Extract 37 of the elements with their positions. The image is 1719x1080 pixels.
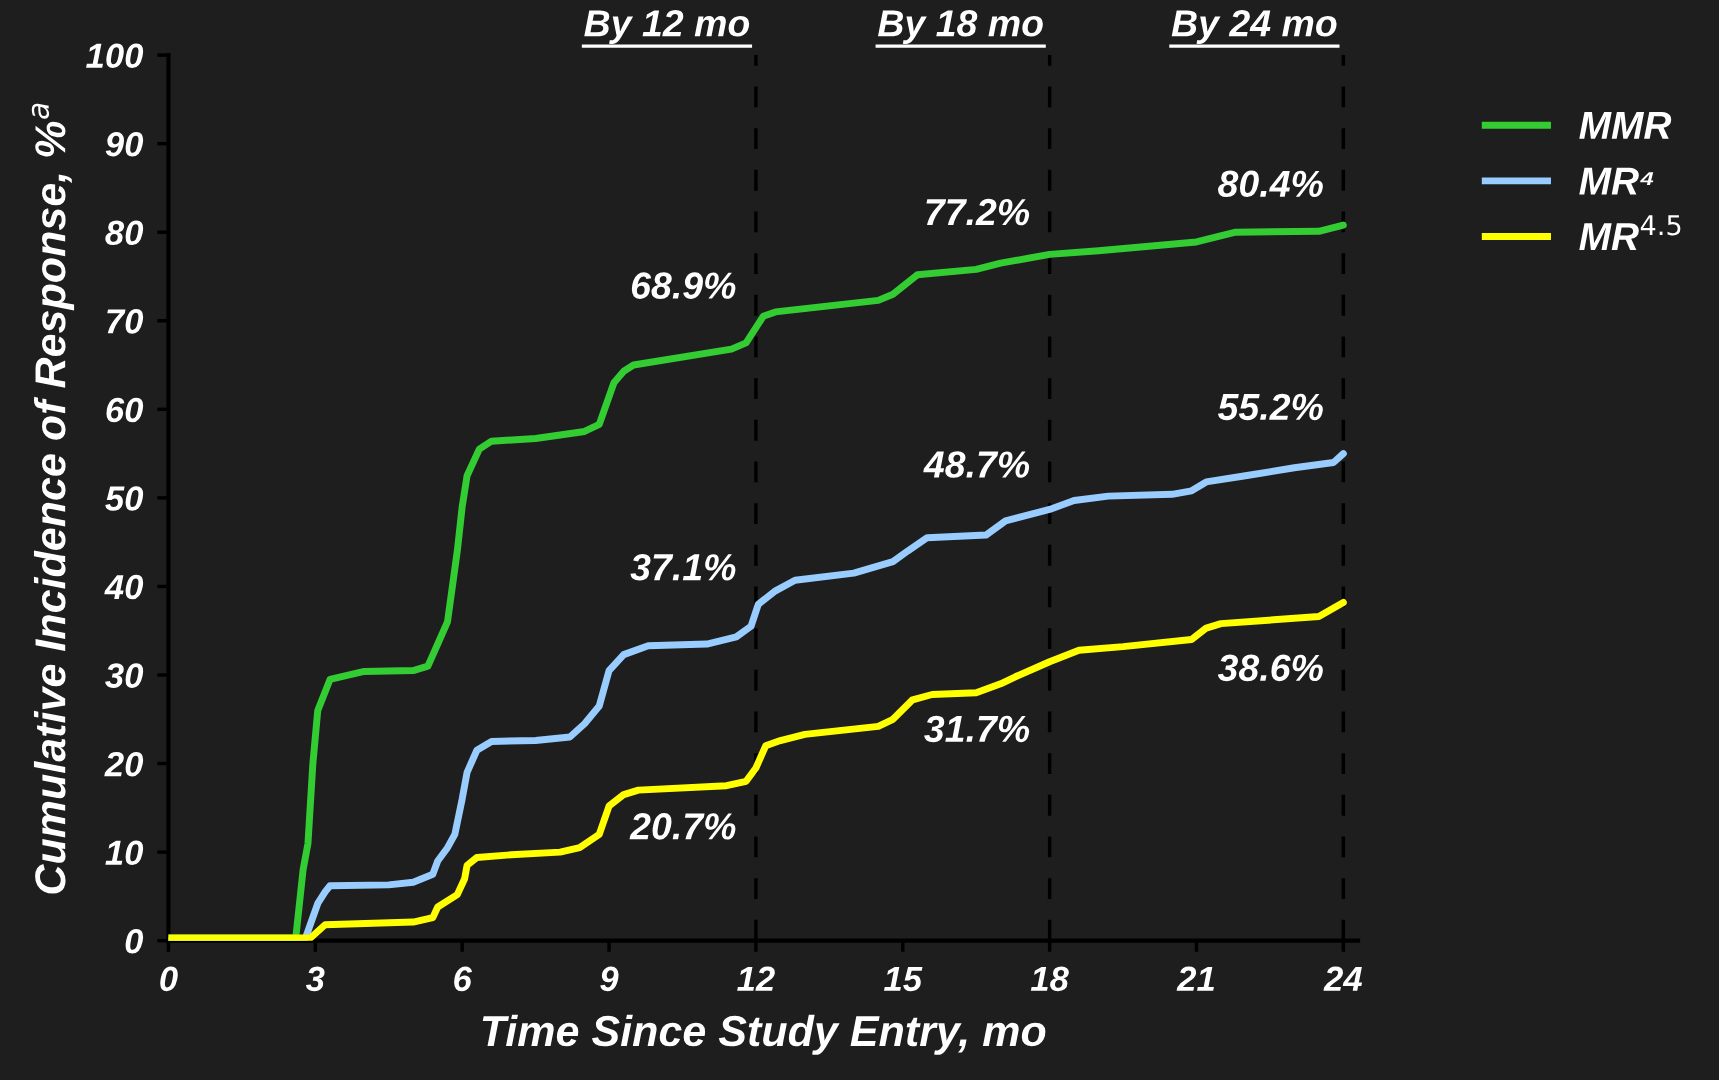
annotation: 31.7% (924, 715, 1030, 743)
ref-line-label: By 18 mo (877, 10, 1043, 44)
y-tick-label: 0 (125, 929, 144, 954)
x-tick-label: 3 (305, 966, 325, 992)
legend-label: MR⁴ (1579, 167, 1654, 195)
y-tick-label: 60 (106, 397, 144, 423)
y-axis-title: Cumulative Incidence of Response, %$^{a}$ (31, 103, 75, 894)
x-tick-label: 0 (160, 966, 178, 992)
annotation: 55.2% (1217, 393, 1323, 421)
y-tick-label: 100 (86, 43, 144, 68)
x-tick-label: 9 (600, 966, 619, 992)
y-tick-label: 20 (104, 751, 144, 777)
ref-line-label: By 24 mo (1171, 10, 1337, 44)
x-tick-label: 18 (1030, 966, 1069, 992)
x-tick-label: 24 (1323, 966, 1363, 991)
x-axis-title: Time Since Study Entry, mo (482, 1014, 1046, 1055)
annotation: 80.4% (1218, 170, 1323, 198)
y-tick-label: 50 (105, 486, 144, 511)
annotation: 48.7% (923, 451, 1030, 478)
y-tick-label: 30 (105, 663, 144, 688)
annotation: 77.2% (926, 198, 1030, 226)
y-tick-label: 80 (105, 220, 144, 246)
y-tick-label: 70 (107, 309, 144, 334)
y-tick-label: 40 (104, 574, 144, 600)
annotation: 38.6% (1217, 654, 1323, 682)
y-tick-label: 10 (105, 840, 144, 866)
annotation: 68.9% (631, 272, 736, 299)
y-tick-label: 90 (105, 131, 144, 157)
annotation: 20.7% (629, 813, 736, 840)
x-tick-label: 12 (737, 966, 775, 991)
legend-label: MMR (1579, 112, 1672, 139)
legend-label: MR$^{4.5}$ (1579, 215, 1681, 250)
annotation: 37.1% (630, 553, 736, 581)
x-tick-label: 6 (454, 966, 473, 992)
x-tick-label: 15 (884, 966, 923, 992)
ref-line-label: By 12 mo (584, 10, 750, 44)
x-tick-label: 21 (1176, 966, 1214, 991)
